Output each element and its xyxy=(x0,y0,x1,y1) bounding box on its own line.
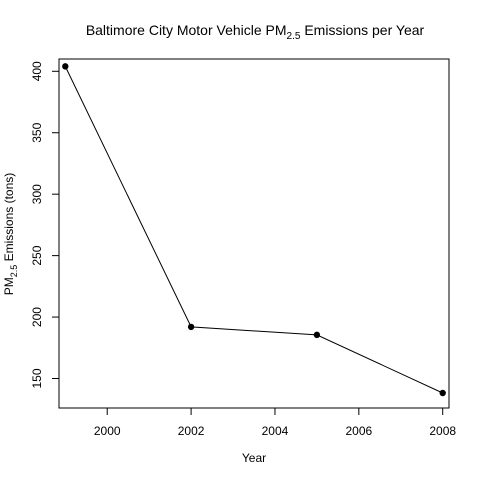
y-tick-label: 250 xyxy=(30,245,44,265)
x-tick-label: 2002 xyxy=(178,424,205,438)
x-tick-label: 2008 xyxy=(429,424,456,438)
series-emissions xyxy=(62,63,446,397)
x-tick-label: 2004 xyxy=(262,424,289,438)
y-axis-label: PM2.5 Emissions (tons) xyxy=(2,173,19,296)
chart-title: Baltimore City Motor Vehicle PM2.5 Emiss… xyxy=(86,22,425,42)
data-point xyxy=(439,389,446,397)
y-tick-label: 400 xyxy=(30,61,44,81)
y-tick-label: 350 xyxy=(30,122,44,142)
data-point xyxy=(313,331,321,339)
x-axis-label: Year xyxy=(242,451,266,465)
x-tick-label: 2006 xyxy=(345,424,372,438)
plot-box xyxy=(58,58,450,409)
data-point xyxy=(62,63,69,70)
y-axis: 150 200 250 300 350 400 xyxy=(30,61,60,389)
data-point xyxy=(187,323,195,331)
x-tick-label: 2000 xyxy=(94,424,121,438)
series-line xyxy=(64,66,443,394)
y-tick-label: 150 xyxy=(30,368,44,388)
y-tick-label: 300 xyxy=(30,184,44,204)
y-tick-label: 200 xyxy=(30,307,44,327)
x-axis: 2000 2002 2004 2006 2008 xyxy=(94,407,456,438)
